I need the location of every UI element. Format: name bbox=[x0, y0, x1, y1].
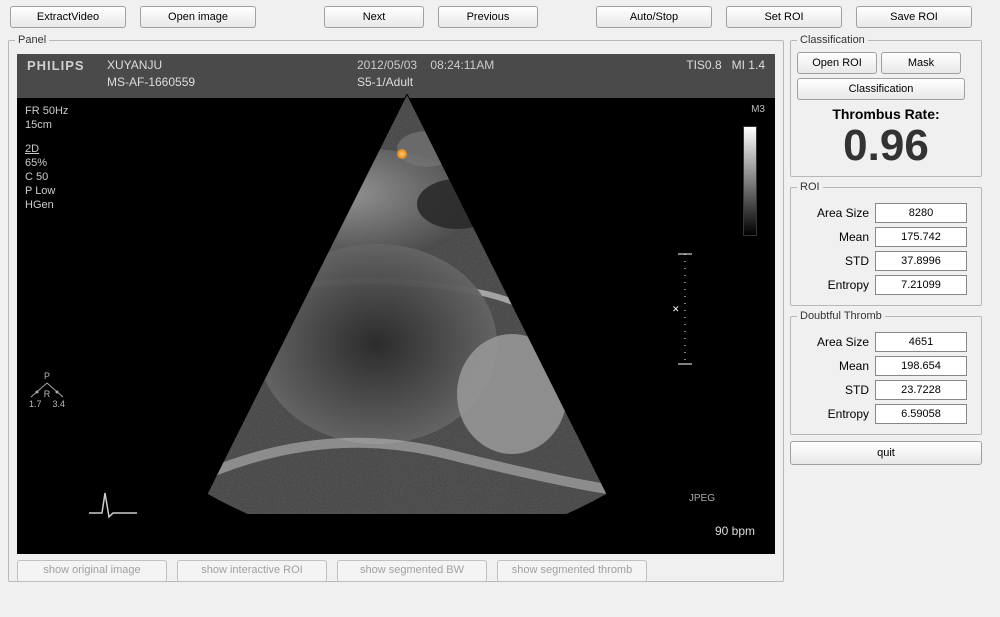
open-image-button[interactable]: Open image bbox=[140, 6, 256, 28]
marker-17: 1.7 bbox=[29, 399, 42, 409]
ultrasound-fan bbox=[147, 94, 667, 514]
marker-r: R bbox=[44, 389, 51, 399]
roi-std-input[interactable] bbox=[875, 251, 967, 271]
ultrasound-image: PHILIPS XUYANJU 2012/05/03 08:24:11AM TI… bbox=[17, 54, 775, 554]
roi-mean-label: Mean bbox=[797, 230, 875, 244]
next-button[interactable]: Next bbox=[324, 6, 424, 28]
p-marker-icon: P 1.7 R 3.4 bbox=[29, 371, 65, 409]
doubtful-legend: Doubtful Thromb bbox=[797, 310, 885, 322]
svg-text:✕: ✕ bbox=[672, 304, 680, 314]
doubtful-area-size-label: Area Size bbox=[797, 335, 875, 349]
auto-stop-button[interactable]: Auto/Stop bbox=[596, 6, 712, 28]
classification-button[interactable]: Classification bbox=[797, 78, 965, 100]
doubtful-mean-input[interactable] bbox=[875, 356, 967, 376]
study-id: MS-AF-1660559 bbox=[107, 75, 327, 89]
doubtful-entropy-input[interactable] bbox=[875, 404, 967, 424]
doubtful-std-label: STD bbox=[797, 383, 875, 397]
right-column: Classification Open ROI Mask Classificat… bbox=[790, 34, 982, 582]
marker-34: 3.4 bbox=[52, 399, 65, 409]
roi-entropy-label: Entropy bbox=[797, 278, 875, 292]
doubtful-std-input[interactable] bbox=[875, 380, 967, 400]
ultrasound-left-params: FR 50Hz 15cm 2D 65% C 50 P Low HGen bbox=[25, 104, 68, 212]
thrombus-rate-value: 0.96 bbox=[797, 122, 975, 170]
panel-bottom-buttons: show original image show interactive ROI… bbox=[15, 560, 777, 582]
panel-fieldset: Panel PHILIPS XUYANJU 2012/05/03 08:24:1… bbox=[8, 34, 784, 582]
thrombus-rate-label: Thrombus Rate: bbox=[797, 106, 975, 122]
extract-video-button[interactable]: ExtractVideo bbox=[10, 6, 126, 28]
datetime-label: 2012/05/03 08:24:11AM bbox=[327, 58, 625, 73]
pct-label: 65% bbox=[25, 156, 68, 170]
c-label: C 50 bbox=[25, 170, 68, 184]
doubtful-area-size-input[interactable] bbox=[875, 332, 967, 352]
doubtful-mean-label: Mean bbox=[797, 359, 875, 373]
roi-mean-input[interactable] bbox=[875, 227, 967, 247]
set-roi-button[interactable]: Set ROI bbox=[726, 6, 842, 28]
jpeg-label: JPEG bbox=[689, 493, 715, 504]
marker-top: P bbox=[44, 371, 50, 381]
hgen-label: HGen bbox=[25, 198, 68, 212]
bpm-label: 90 bpm bbox=[715, 524, 755, 538]
mask-button[interactable]: Mask bbox=[881, 52, 961, 74]
date-label: 2012/05/03 bbox=[357, 58, 417, 72]
brand-label: PHILIPS bbox=[27, 58, 107, 73]
roi-area-size-label: Area Size bbox=[797, 206, 875, 220]
probe-label: S5-1/Adult bbox=[327, 75, 765, 89]
roi-entropy-input[interactable] bbox=[875, 275, 967, 295]
patient-name: XUYANJU bbox=[107, 58, 327, 73]
show-original-button: show original image bbox=[17, 560, 167, 582]
tis-mi-label: TIS0.8 MI 1.4 bbox=[625, 58, 765, 73]
top-toolbar: ExtractVideo Open image Next Previous Au… bbox=[0, 0, 1000, 34]
orientation-marker-icon bbox=[397, 149, 407, 159]
show-interactive-roi-button: show interactive ROI bbox=[177, 560, 327, 582]
tis-label: TIS0.8 bbox=[686, 58, 721, 72]
roi-area-size-input[interactable] bbox=[875, 203, 967, 223]
doubtful-entropy-label: Entropy bbox=[797, 407, 875, 421]
doubtful-thromb-fieldset: Doubtful Thromb Area Size Mean STD Entro… bbox=[790, 310, 982, 435]
quit-button[interactable]: quit bbox=[790, 441, 982, 465]
time-label: 08:24:11AM bbox=[430, 58, 494, 72]
depth-label: 15cm bbox=[25, 118, 68, 132]
ecg-trace-icon bbox=[87, 485, 147, 524]
classification-legend: Classification bbox=[797, 34, 868, 46]
roi-legend: ROI bbox=[797, 181, 823, 193]
previous-button[interactable]: Previous bbox=[438, 6, 538, 28]
ultrasound-header: PHILIPS XUYANJU 2012/05/03 08:24:11AM TI… bbox=[17, 54, 775, 98]
grayscale-bar-icon bbox=[743, 126, 757, 236]
p-label: P Low bbox=[25, 184, 68, 198]
fr-label: FR 50Hz bbox=[25, 104, 68, 118]
mi-label: MI 1.4 bbox=[732, 58, 765, 72]
classification-fieldset: Classification Open ROI Mask Classificat… bbox=[790, 34, 982, 177]
mode-label: 2D bbox=[25, 142, 68, 156]
roi-std-label: STD bbox=[797, 254, 875, 268]
save-roi-button[interactable]: Save ROI bbox=[856, 6, 972, 28]
m3-label: M3 bbox=[751, 104, 765, 115]
show-segmented-thromb-button: show segmented thromb bbox=[497, 560, 647, 582]
caliper-icon: ✕ bbox=[670, 249, 700, 372]
roi-fieldset: ROI Area Size Mean STD Entropy bbox=[790, 181, 982, 306]
open-roi-button[interactable]: Open ROI bbox=[797, 52, 877, 74]
panel-legend: Panel bbox=[15, 34, 49, 46]
show-segmented-bw-button: show segmented BW bbox=[337, 560, 487, 582]
